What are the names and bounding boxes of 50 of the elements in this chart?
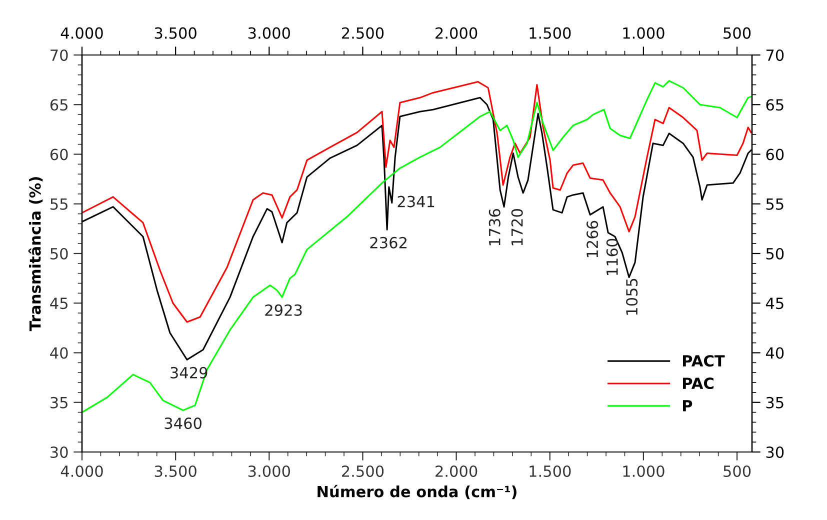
y-tick-label: 30 (50, 446, 68, 458)
annotation: 2341 (398, 196, 434, 208)
x-tick-label: 3.500 (154, 465, 196, 478)
x2-tick-label: 3.000 (248, 27, 290, 39)
line-series (82, 81, 752, 323)
y2-tick-label: 65 (766, 99, 784, 111)
x-tick-label: 3.000 (248, 465, 290, 478)
legend-label: P (682, 400, 692, 412)
annotation: 1736 (488, 209, 500, 246)
x-tick-label: 1.500 (530, 465, 571, 478)
y-tick-label: 45 (50, 298, 68, 310)
y2-tick-label: 35 (766, 396, 784, 408)
annotation: 3460 (164, 418, 202, 430)
y-tick-label: 65 (50, 99, 68, 111)
legend-label: PAC (682, 377, 714, 390)
y2-tick-label: 60 (766, 148, 784, 160)
y2-tick-label: 30 (766, 446, 784, 458)
annotation: 1160 (606, 238, 618, 276)
y2-tick-label: 40 (766, 347, 784, 359)
annotation: 2362 (370, 236, 406, 248)
annotation: 2923 (265, 304, 302, 316)
x2-tick-label: 2.000 (436, 27, 478, 39)
x2-tick-label: 1.000 (623, 27, 664, 39)
annotation: 1720 (511, 209, 523, 246)
x-tick-label: 2.500 (342, 465, 384, 478)
y-tick-label: 70 (50, 49, 68, 62)
y-tick-label: 55 (50, 198, 68, 210)
line-series (82, 80, 752, 414)
y-tick-label: 40 (50, 347, 68, 359)
y2-tick-label: 55 (766, 198, 784, 210)
y-tick-label: 60 (50, 148, 68, 160)
legend-label: PACT (682, 355, 725, 367)
x-tick-label: 500 (724, 465, 751, 478)
x2-tick-label: 3.500 (154, 27, 196, 39)
y-tick-label: 50 (50, 248, 68, 260)
x-axis-title: Número de onda (cm⁻¹) (318, 484, 516, 500)
x2-tick-label: 4.000 (60, 27, 103, 39)
y2-tick-label: 70 (766, 49, 784, 62)
y-tick-label: 35 (50, 396, 68, 408)
y2-tick-label: 50 (766, 248, 784, 260)
annotation: 1266 (586, 220, 598, 258)
y-axis-title: Transmitância (%) (28, 177, 43, 332)
annotation: 1055 (626, 278, 638, 315)
x2-tick-label: 2.500 (342, 27, 384, 39)
x-tick-label: 1.000 (623, 465, 664, 478)
x-tick-label: 2.000 (436, 465, 478, 478)
x2-tick-label: 1.500 (530, 27, 571, 39)
y2-tick-label: 45 (766, 298, 784, 310)
x-tick-label: 4.000 (60, 465, 103, 478)
x2-tick-label: 500 (724, 27, 751, 39)
